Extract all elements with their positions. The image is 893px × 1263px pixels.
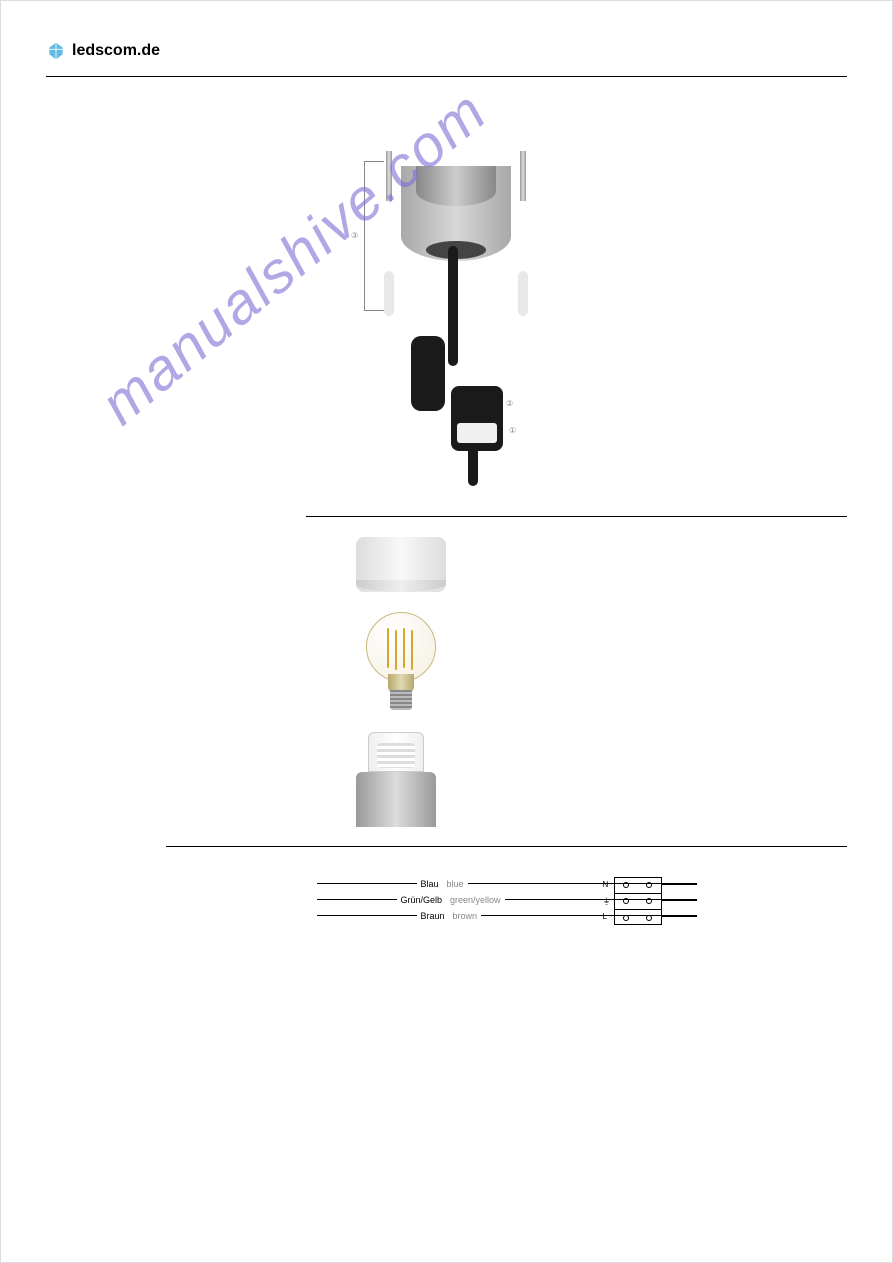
cable-icon [468,446,478,486]
page-header: ledscom.de [46,41,847,77]
callout-bracket [364,161,384,311]
wiring-diagram: Blau blue Grün/Gelb green/yellow Braun b… [317,872,697,932]
cable-icon [448,246,458,366]
bulb-assembly-illustration [306,532,486,832]
wire-label-brown-de: Braun [417,911,449,921]
wall-anchor-icon [384,271,394,316]
wire-label-green-de: Grün/Gelb [397,895,447,905]
bulb-socket-icon [368,732,424,772]
callout-label-3: ③ [351,231,358,240]
callout-label-1: ① [509,426,516,435]
wire-label-brown-en: brown [449,911,482,921]
led-bulb-icon [366,612,436,712]
junction-cover-icon [411,336,445,411]
brand-name: ledscom.de [72,42,160,60]
callout-label-2: ② [506,399,513,408]
assembly-section-2 [306,516,847,846]
wire-label-green-en: green/yellow [446,895,505,905]
terminal-ground-label: ⏚ [603,896,611,907]
content-area: ③ ② ① [46,131,847,936]
wall-anchor-icon [518,271,528,316]
terminal-n-label: N [603,880,609,889]
terminal-block-icon: N ⏚ L [614,877,662,925]
brand-logo-icon [46,41,66,61]
lamp-shade-icon [356,537,446,592]
fixture-body-icon [356,772,436,827]
assembly-section-1: ③ ② ① [306,146,847,516]
wire-label-blue-en: blue [443,879,468,889]
screw-icon [386,151,392,201]
screw-icon [520,151,526,201]
wire-label-blue-de: Blau [417,879,443,889]
fixture-base-illustration: ③ ② ① [306,146,546,486]
junction-box-icon [451,386,503,451]
wiring-section: Blau blue Grün/Gelb green/yellow Braun b… [166,846,847,936]
terminal-l-label: L [603,912,607,921]
